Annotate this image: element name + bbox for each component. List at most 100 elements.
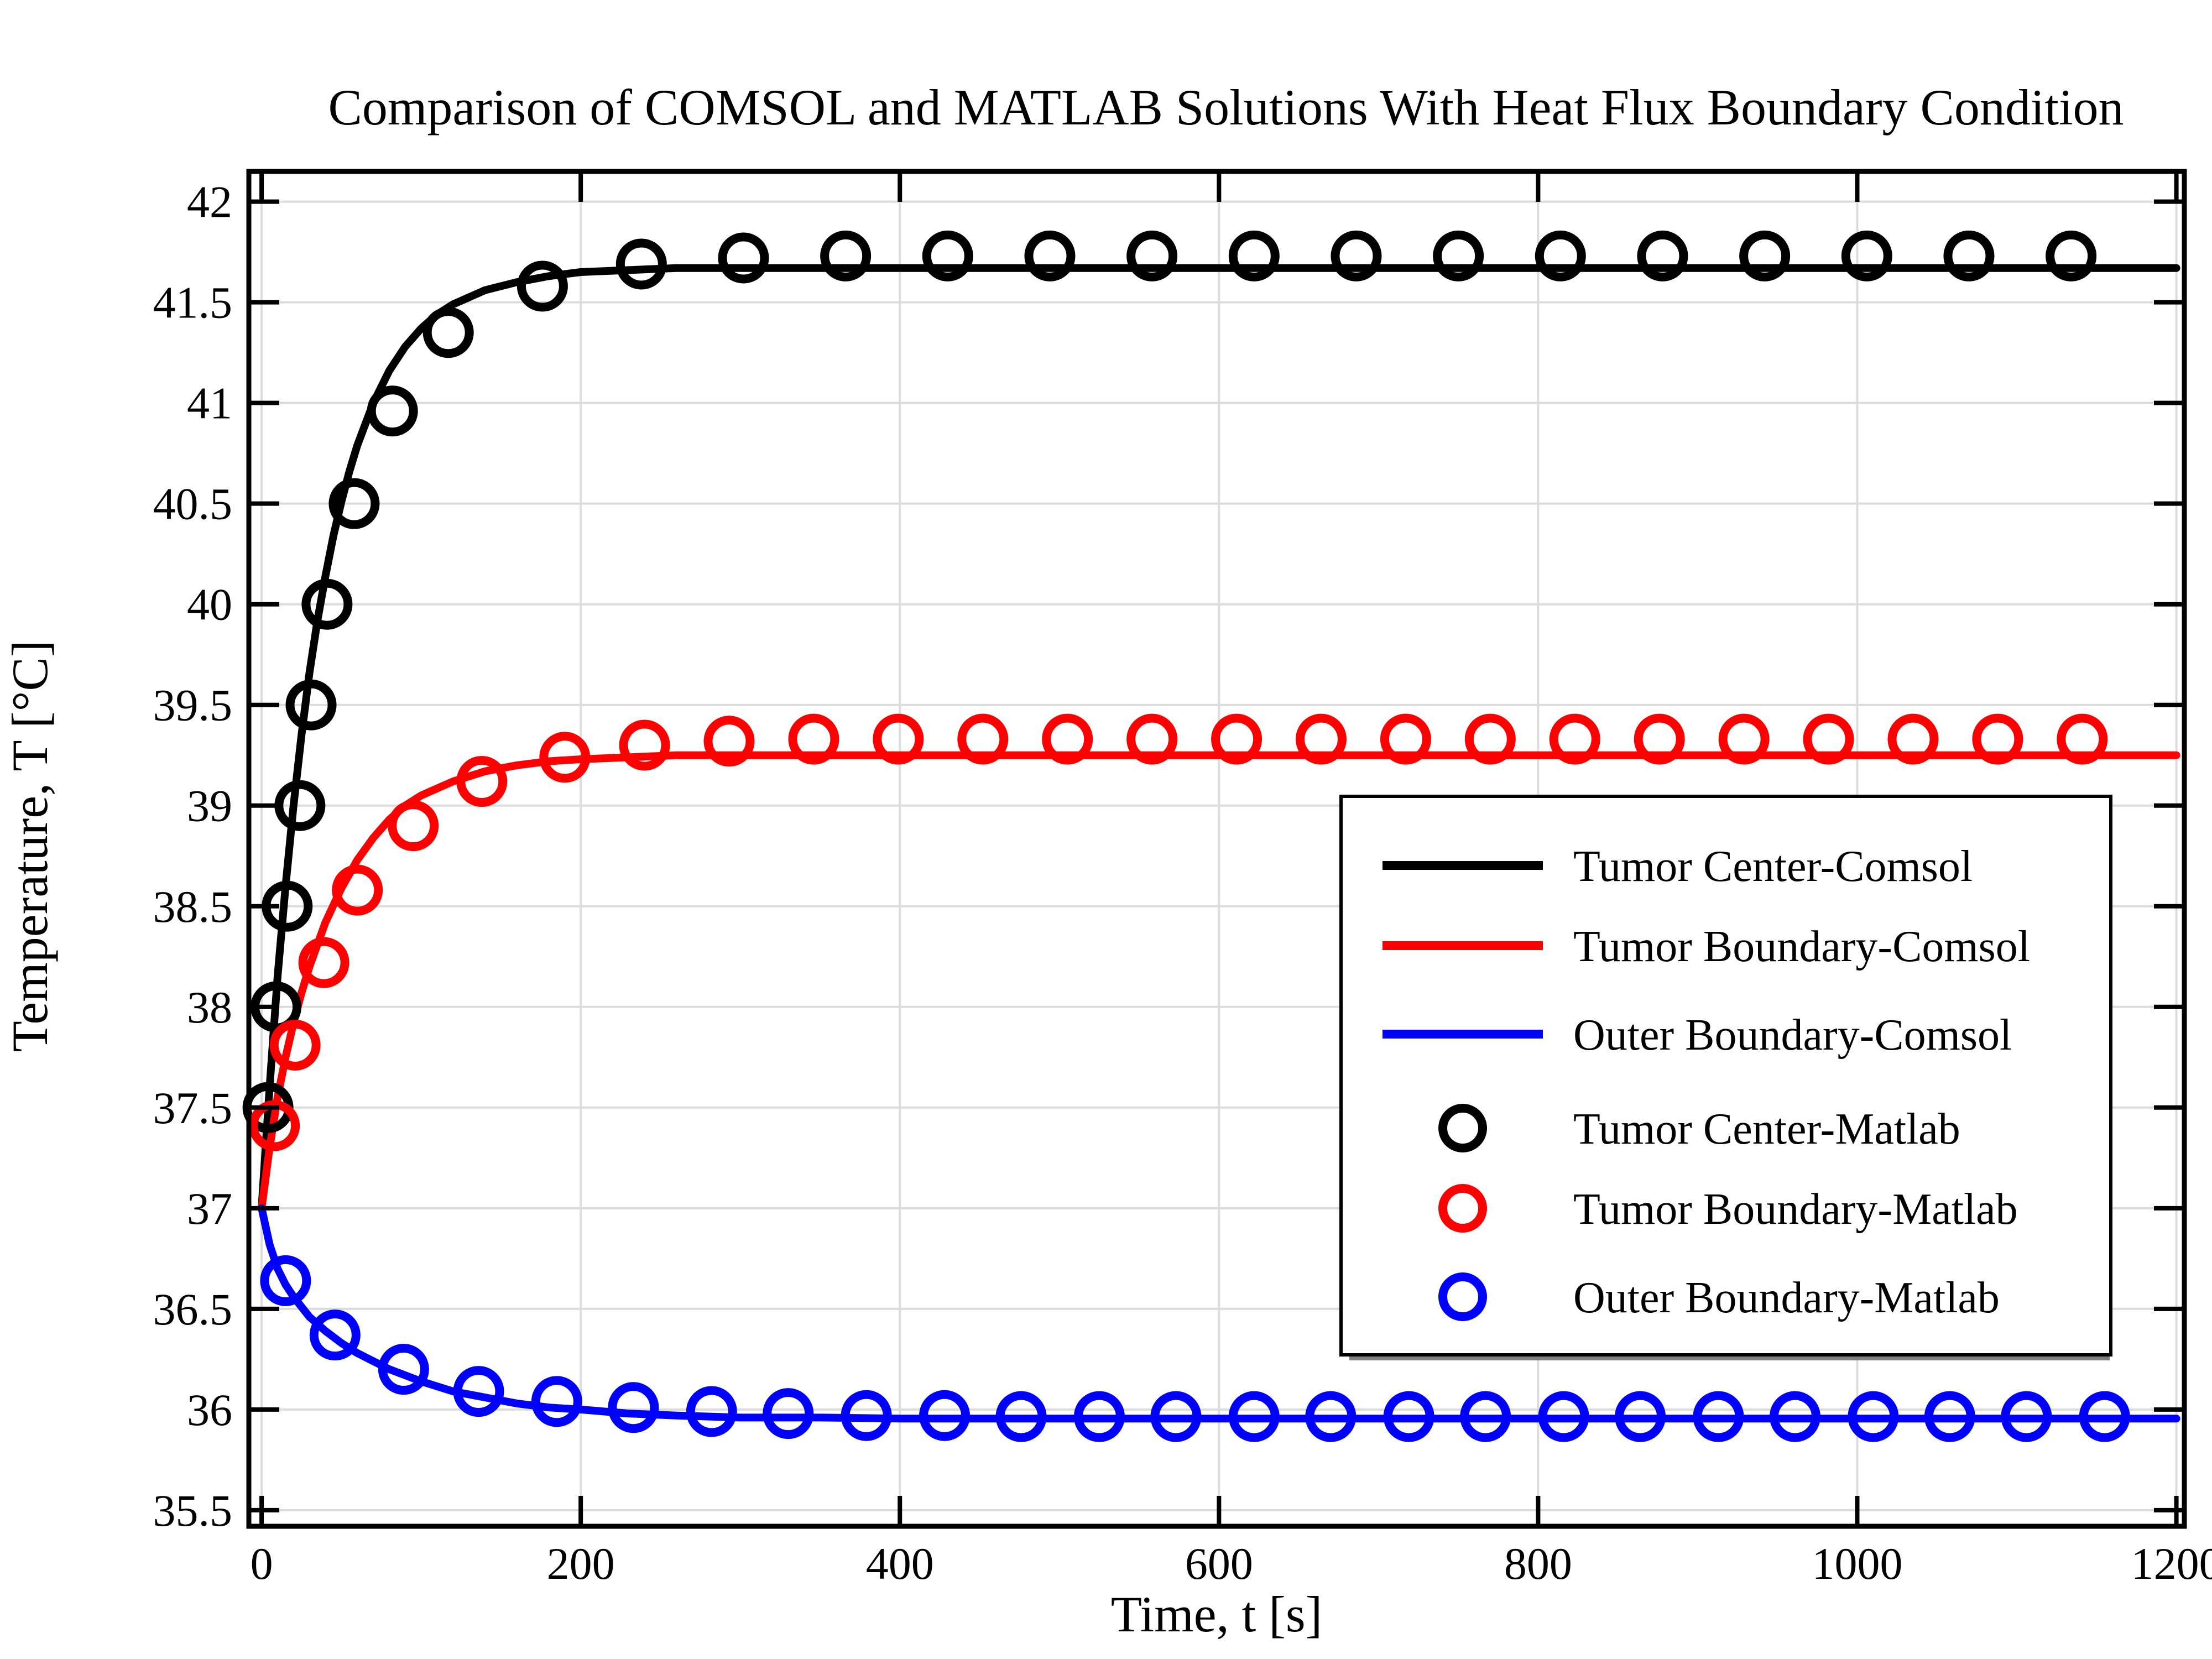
legend-label-tumor-center-matlab: Tumor Center-Matlab [1573,1105,1960,1154]
chart-title: Comparison of COMSOL and MATLAB Solution… [328,79,2124,135]
data-point-outer-boundary-matlab [763,1388,814,1439]
x-axis-label: Time, t [s] [1111,1586,1323,1642]
x-tick-label: 200 [547,1538,615,1589]
data-point-tumor-boundary-matlab [249,1100,300,1151]
data-point-tumor-center-matlab [2046,230,2097,281]
x-tick-label: 1200 [2131,1538,2212,1589]
data-point-tumor-center-matlab [1024,230,1076,281]
data-point-tumor-center-matlab [922,230,973,281]
x-tick-label: 400 [866,1538,934,1589]
data-point-tumor-boundary-matlab [1211,713,1262,765]
y-tick-label: 38.5 [153,881,233,932]
data-point-tumor-center-matlab [328,478,380,529]
data-point-tumor-boundary-matlab [788,713,839,765]
x-tick-label: 1000 [1812,1538,1902,1589]
data-point-outer-boundary-matlab [378,1344,429,1395]
data-point-outer-boundary-matlab [1150,1391,1202,1442]
data-point-outer-boundary-matlab [841,1390,892,1441]
y-tick-label: 39 [187,781,232,831]
data-point-outer-boundary-matlab [1383,1391,1434,1442]
x-tick-label: 0 [251,1538,273,1589]
data-point-tumor-center-matlab [1739,230,1791,281]
data-point-tumor-center-matlab [301,578,353,630]
data-point-outer-boundary-matlab [995,1391,1047,1442]
series-line-outer-boundary-comsol [258,1204,2180,1423]
y-tick-label: 35.5 [153,1485,233,1536]
data-point-tumor-boundary-matlab [1126,713,1178,765]
data-point-tumor-center-matlab [820,230,872,281]
data-point-tumor-boundary-matlab [332,864,383,916]
data-point-outer-boundary-matlab [1460,1391,1511,1442]
y-axis-label: Temperature, T [°C] [2,640,58,1052]
data-point-tumor-center-matlab [1331,230,1382,281]
y-tick-label: 36.5 [153,1284,233,1334]
data-point-tumor-boundary-matlab [1803,713,1854,765]
data-point-outer-boundary-matlab [260,1255,311,1306]
legend-label-tumor-boundary-comsol: Tumor Boundary-Comsol [1573,922,2030,971]
data-point-outer-boundary-matlab [1924,1391,1975,1442]
data-point-outer-boundary-matlab [1615,1391,1666,1442]
y-tick-label: 38 [187,982,232,1032]
data-point-outer-boundary-matlab [1538,1391,1589,1442]
data-point-tumor-center-matlab [1228,230,1280,281]
data-point-tumor-center-matlab [1943,230,1995,281]
y-tick-label: 41.5 [153,278,233,328]
data-point-outer-boundary-matlab [1848,1391,1899,1442]
data-point-outer-boundary-matlab [1693,1391,1744,1442]
data-point-tumor-boundary-matlab [2057,713,2108,765]
data-point-tumor-boundary-matlab [1634,713,1685,765]
series-markers [242,230,2130,1442]
legend-swatch-tumor-boundary-matlab [1438,1184,1487,1233]
data-point-tumor-boundary-matlab [1887,713,1939,765]
data-point-outer-boundary-matlab [1228,1391,1280,1442]
data-point-tumor-boundary-matlab [1549,713,1600,765]
data-point-tumor-center-matlab [517,260,568,312]
legend-label-outer-boundary-matlab: Outer Boundary-Matlab [1573,1274,2000,1322]
data-point-tumor-center-matlab [285,679,337,731]
data-point-tumor-boundary-matlab [298,937,349,988]
y-tick-label: 37.5 [153,1083,233,1133]
data-point-tumor-boundary-matlab [873,713,924,765]
legend-items: Tumor Center-Comsol Tumor Boundary-Comsol… [1383,842,2030,1322]
plot-frame [246,169,2187,1529]
legend: Tumor Center-Comsol Tumor Boundary-Comsol… [1339,795,2112,1360]
x-tick-label: 800 [1504,1538,1572,1589]
data-point-tumor-center-matlab [367,385,418,437]
y-tick-label: 42 [187,177,232,227]
data-point-tumor-boundary-matlab [703,716,755,767]
data-point-tumor-center-matlab [1535,230,1586,281]
data-point-outer-boundary-matlab [2001,1391,2052,1442]
data-point-tumor-boundary-matlab [1972,713,2023,765]
data-point-outer-boundary-matlab [608,1382,659,1433]
y-tick-label: 40.5 [153,479,233,529]
data-point-tumor-boundary-matlab [539,732,591,783]
data-point-outer-boundary-matlab [2079,1391,2130,1442]
data-point-tumor-center-matlab [718,232,769,284]
y-tick-label: 41 [187,378,232,429]
y-tick-label: 37 [187,1183,232,1234]
data-point-outer-boundary-matlab [309,1310,361,1361]
data-point-tumor-boundary-matlab [456,756,508,807]
legend-box [1339,795,2112,1357]
y-tick-label: 40 [187,580,232,630]
data-point-tumor-boundary-matlab [957,713,1009,765]
legend-label-tumor-center-comsol: Tumor Center-Comsol [1573,842,1973,891]
data-point-tumor-boundary-matlab [1295,713,1347,765]
data-point-tumor-center-matlab [1433,230,1484,281]
data-point-tumor-center-matlab [422,307,474,358]
data-point-tumor-center-matlab [615,238,667,290]
data-point-tumor-boundary-matlab [1042,713,1093,765]
legend-swatch-tumor-center-matlab [1438,1104,1487,1152]
data-point-outer-boundary-matlab [919,1390,971,1441]
data-point-outer-boundary-matlab [1305,1391,1357,1442]
legend-swatch-outer-boundary-matlab [1438,1272,1487,1321]
y-tick-label: 36 [187,1385,232,1435]
y-tick-label: 39.5 [153,680,233,731]
data-point-tumor-boundary-matlab [1380,713,1431,765]
data-point-tumor-boundary-matlab [619,719,670,771]
x-tick-label: 600 [1185,1538,1253,1589]
data-point-outer-boundary-matlab [453,1366,504,1417]
data-point-tumor-boundary-matlab [1718,713,1770,765]
data-point-outer-boundary-matlab [531,1376,582,1427]
ticks: 0 200 400 600 800 1000 1200 35.5 36 36.5 37 37.5 38 3… [153,171,2212,1589]
